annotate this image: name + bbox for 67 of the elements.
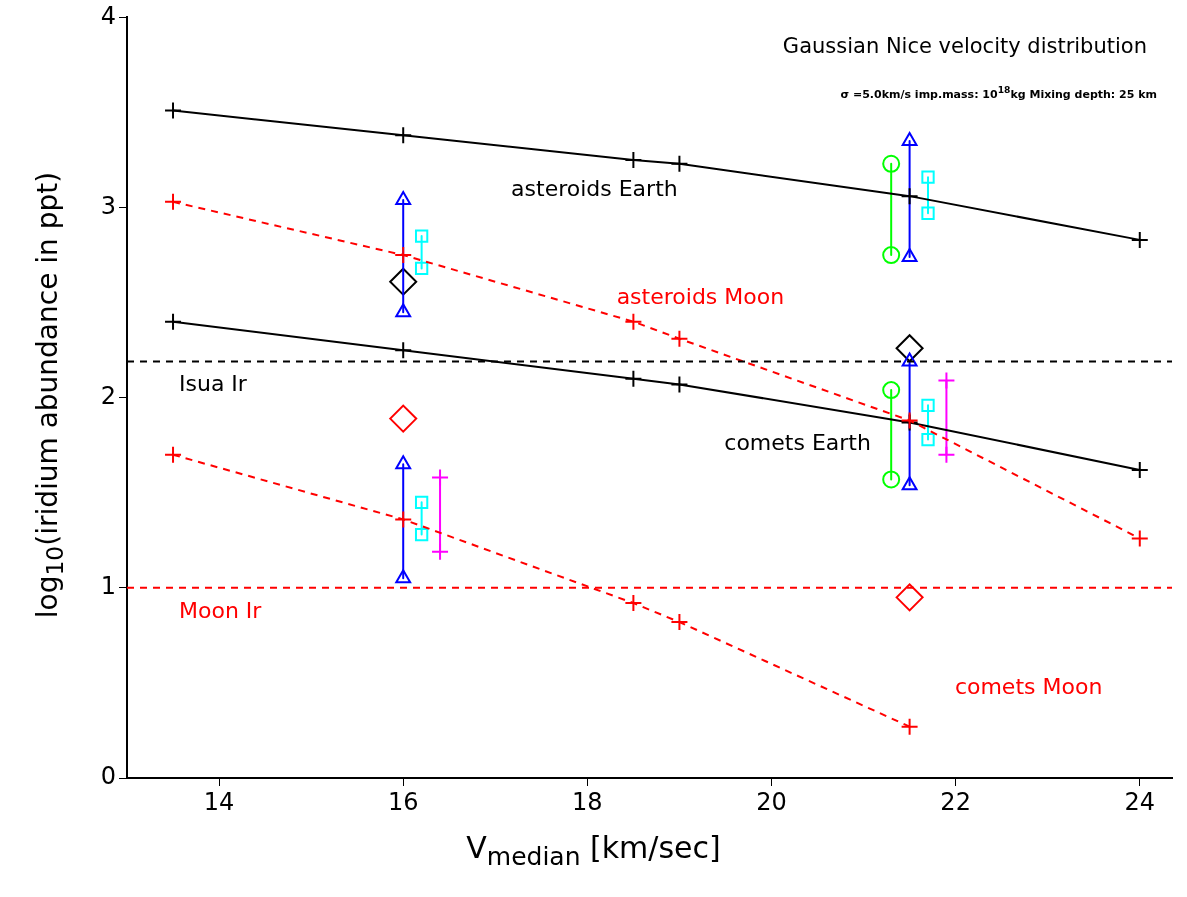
x-tick-label: 22 — [940, 787, 971, 816]
point — [395, 569, 412, 584]
point — [389, 404, 418, 433]
point — [414, 261, 429, 276]
point — [937, 371, 956, 390]
point — [431, 542, 450, 561]
ref-line-label: Moon Ir — [179, 597, 263, 623]
point — [624, 312, 643, 331]
point — [1130, 230, 1149, 249]
point — [901, 132, 918, 146]
point — [900, 187, 919, 206]
x-tick-label: 18 — [572, 787, 603, 816]
point — [414, 527, 429, 542]
point — [882, 154, 901, 173]
point — [921, 206, 935, 220]
point — [394, 246, 413, 265]
point — [164, 101, 183, 120]
point — [431, 468, 450, 487]
point — [901, 352, 918, 367]
y-tick-label: 2 — [100, 381, 116, 410]
series-label: asteroids Moon — [616, 284, 785, 310]
point — [670, 329, 689, 348]
point — [1130, 529, 1149, 548]
point — [670, 375, 689, 394]
point — [921, 398, 935, 412]
y-tick-label: 3 — [100, 191, 116, 220]
point — [921, 432, 935, 447]
text: σ =5.0km/s imp.mass: 10$^{18}$kg Mixing depth: 25 km — [840, 84, 1157, 101]
series-label: comets Earth — [724, 430, 871, 456]
point — [670, 154, 689, 173]
point — [670, 613, 689, 632]
point — [395, 303, 412, 318]
ref-line-label: Isua Ir — [179, 371, 248, 397]
point — [414, 229, 429, 243]
x-tick-label: 20 — [756, 787, 787, 816]
x-tick-label: 14 — [203, 787, 235, 816]
point — [395, 455, 412, 470]
point — [882, 246, 901, 265]
text: comets Moon — [954, 674, 1103, 700]
point — [394, 126, 413, 145]
point — [1130, 460, 1149, 479]
point — [624, 369, 643, 388]
point — [389, 267, 418, 296]
point — [394, 341, 413, 360]
point — [394, 510, 413, 529]
point — [414, 495, 429, 509]
series-label: asteroids Earth — [511, 175, 678, 201]
point — [882, 381, 901, 400]
point — [164, 312, 183, 331]
y-tick-label: 1 — [100, 572, 116, 601]
point — [937, 445, 956, 464]
point — [921, 170, 935, 184]
x-tick-label: 24 — [1124, 787, 1156, 816]
x-tick-label: 16 — [387, 787, 419, 816]
text: Gaussian Nice velocity distribution — [782, 34, 1147, 58]
point — [900, 717, 919, 736]
point — [624, 151, 643, 170]
point — [164, 445, 183, 464]
point — [895, 583, 924, 612]
point — [895, 334, 924, 363]
point — [901, 476, 918, 491]
y-tick-label: 0 — [100, 762, 116, 791]
point — [164, 192, 183, 211]
point — [624, 594, 643, 613]
point — [882, 470, 901, 489]
x-axis-title: V$_{median}$ [km/sec] — [465, 830, 722, 871]
y-tick-label: 4 — [100, 1, 116, 30]
